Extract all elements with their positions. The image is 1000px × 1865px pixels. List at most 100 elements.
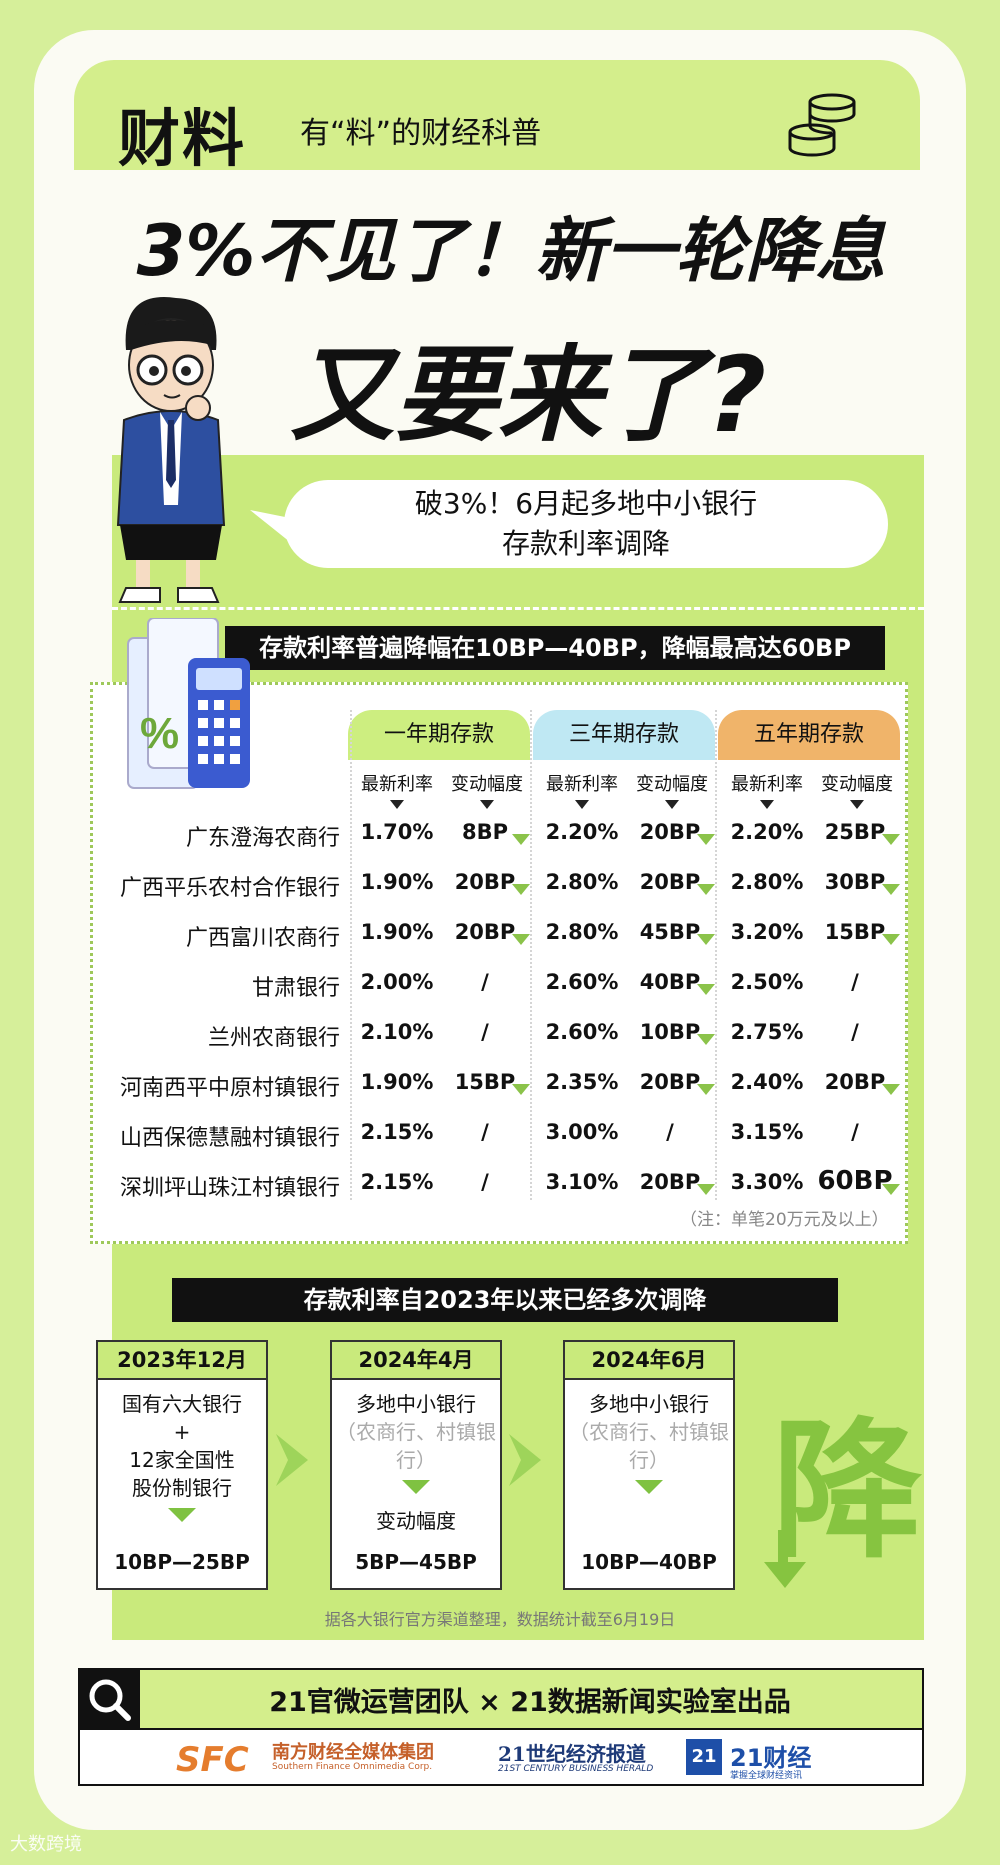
rate-cell: 1.90% [360, 920, 434, 944]
section2-banner: 存款利率自2023年以来已经多次调降 [172, 1278, 838, 1322]
column-subheader: 变动幅度 [451, 774, 523, 795]
change-cell: 20BP [639, 1070, 701, 1094]
change-cell: / [481, 1170, 489, 1194]
down-arrow-icon [575, 800, 589, 809]
change-cell: 20BP [454, 920, 516, 944]
decrease-arrow-icon [697, 934, 715, 945]
col-divider [350, 710, 352, 1200]
rate-cell: 3.10% [545, 1170, 619, 1194]
bubble-line1: 破3%！6月起多地中小银行 [414, 487, 758, 520]
col-head-3y: 三年期存款 [533, 710, 715, 760]
down-arrow-icon [764, 1530, 806, 1588]
change-cell: 15BP [824, 920, 886, 944]
data-source: 据各大银行官方渠道整理，数据统计截至6月19日 [324, 1610, 676, 1629]
change-cell: 20BP [639, 820, 701, 844]
change-cell: / [666, 1120, 674, 1144]
title-line1: 3%不见了！新一轮降息 [136, 210, 886, 292]
change-cell: 25BP [824, 820, 886, 844]
sfc-english-name: Southern Finance Omnimedia Corp. [272, 1762, 433, 1772]
col-head-1y: 一年期存款 [348, 710, 530, 760]
change-cell: / [481, 970, 489, 994]
header-bar [74, 60, 920, 170]
decrease-arrow-icon [697, 1084, 715, 1095]
change-cell: 60BP [817, 1166, 893, 1196]
change-cell: / [851, 1120, 859, 1144]
bank-name: 广西富川农商行 [185, 926, 340, 951]
timeline-range: 5BP—45BP [355, 1550, 477, 1574]
rate-cell: 2.40% [730, 1070, 804, 1094]
rate-cell: 3.20% [730, 920, 804, 944]
change-cell: 20BP [824, 1070, 886, 1094]
svg-text:%: % [140, 709, 179, 758]
timeline-line: 多地中小银行 [356, 1392, 476, 1416]
timeline-card: 2023年12月 国有六大银行 +12家全国性 股份制银行 10BP—25BP [96, 1340, 268, 1590]
rate-cell: 3.00% [545, 1120, 619, 1144]
timeline-line: 12家全国性 [129, 1448, 235, 1472]
timeline-range: 10BP—25BP [114, 1550, 250, 1574]
cartoon-man-illustration [116, 297, 226, 603]
bank-name: 河南西平中原村镇银行 [119, 1076, 340, 1101]
rate-cell: 2.75% [730, 1020, 804, 1044]
col-head-5y: 五年期存款 [718, 710, 900, 760]
search-icon [78, 1668, 140, 1730]
change-cell: 20BP [639, 1170, 701, 1194]
decrease-arrow-icon [512, 1084, 530, 1095]
rate-cell: 2.50% [730, 970, 804, 994]
watermark: 大数跨境 [10, 1834, 82, 1855]
rate-cell: 2.80% [730, 870, 804, 894]
c21-herald-name: 21世纪经济报道 [498, 1742, 646, 1766]
decrease-arrow-icon [882, 834, 900, 845]
timeline-card: 2024年4月 多地中小银行 （农商行、村镇银行） 变动幅度 5BP—45BP [330, 1340, 502, 1590]
timeline-card: 2024年6月 多地中小银行 （农商行、村镇银行） 10BP—40BP [563, 1340, 735, 1590]
change-cell: 15BP [454, 1070, 516, 1094]
rate-cell: 2.60% [545, 970, 619, 994]
change-cell: 20BP [639, 870, 701, 894]
change-cell: / [481, 1020, 489, 1044]
footer-credit-bar [78, 1668, 924, 1730]
brand-tagline: 有“料”的财经科普 [300, 116, 542, 151]
col-divider [715, 710, 717, 1200]
timeline-body: 多地中小银行 （农商行、村镇银行） 变动幅度 [332, 1390, 500, 1535]
rate-cell: 2.80% [545, 870, 619, 894]
timeline-line: 股份制银行 [132, 1476, 232, 1500]
dashed-divider [112, 607, 924, 610]
down-arrow-icon [850, 800, 864, 809]
coins-icon [788, 93, 856, 157]
chevron-right-icon [509, 1434, 541, 1486]
rate-cell: 1.90% [360, 870, 434, 894]
rate-cell: 2.60% [545, 1020, 619, 1044]
timeline-line: 国有六大银行 [122, 1392, 242, 1416]
bank-name: 广西平乐农村合作银行 [119, 876, 340, 901]
bank-name: 山西保德慧融村镇银行 [119, 1126, 340, 1151]
down-triangle-icon [635, 1480, 663, 1494]
bank-name: 广东澄海农商行 [185, 826, 340, 851]
decrease-arrow-icon [512, 834, 530, 845]
c21-finance-slogan: 掌握全球财经资讯 [730, 1771, 803, 1781]
column-subheader: 变动幅度 [636, 774, 708, 795]
down-arrow-icon [665, 800, 679, 809]
column-subheader: 最新利率 [361, 774, 433, 795]
change-cell: / [851, 1020, 859, 1044]
decrease-arrow-icon [697, 1034, 715, 1045]
rate-cell: 2.20% [730, 820, 804, 844]
sfc-name: 南方财经全媒体集团 [272, 1742, 434, 1763]
footer-logos-bar [78, 1730, 924, 1786]
column-subheader: 最新利率 [731, 774, 803, 795]
rate-cell: 2.15% [360, 1120, 434, 1144]
decrease-arrow-icon [882, 1184, 900, 1195]
timeline-date: 2023年12月 [98, 1342, 266, 1380]
calculator-icon: % [127, 618, 250, 789]
bubble-line2: 存款利率调降 [501, 527, 670, 560]
decrease-arrow-icon [882, 884, 900, 895]
section1-banner: 存款利率普遍降幅在10BP—40BP，降幅最高达60BP [225, 626, 885, 670]
column-subheader: 变动幅度 [821, 774, 893, 795]
timeline-line: 多地中小银行 [589, 1392, 709, 1416]
c21-finance-name: 21财经 [730, 1744, 812, 1772]
bank-name: 甘肃银行 [251, 976, 340, 1001]
c21-finance-logo: 21 [686, 1739, 722, 1775]
decrease-arrow-icon [512, 884, 530, 895]
rate-cell: 2.20% [545, 820, 619, 844]
footer-credit: 21官微运营团队 × 21数据新闻实验室出品 [269, 1687, 791, 1718]
decrease-arrow-icon [512, 934, 530, 945]
timeline-body: 多地中小银行 （农商行、村镇银行） [565, 1390, 733, 1507]
